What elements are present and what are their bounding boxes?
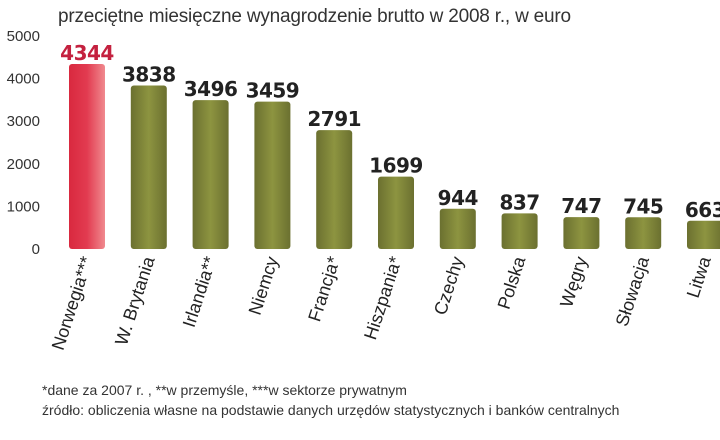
y-tick-label: 4000 (7, 71, 40, 88)
x-category-label: Hiszpania* (360, 254, 406, 342)
footnote-note: *dane za 2007 r. , **w przemyśle, ***w s… (42, 382, 407, 398)
footnote-source: źródło: obliczenia własne na podstawie d… (42, 402, 620, 418)
bar-4 (254, 101, 291, 249)
bar-9 (563, 217, 600, 249)
bar-value-label: 1699 (369, 154, 423, 178)
x-category-label: Niemcy (245, 254, 283, 317)
bar-8 (501, 213, 538, 249)
x-category-label: Norwegia*** (48, 254, 97, 352)
bar-value-label: 2791 (307, 107, 361, 131)
x-category-label: Litwa (683, 253, 715, 300)
bar-11 (687, 220, 720, 249)
x-category-label: Francja* (304, 254, 344, 324)
bar-value-label: 3496 (184, 77, 238, 101)
bar-value-label: 745 (623, 194, 663, 218)
y-tick-label: 1000 (7, 198, 40, 215)
bar-2 (130, 85, 167, 250)
bar-6 (378, 176, 414, 249)
y-tick-label: 3000 (7, 113, 40, 130)
x-category-label: W. Brytania (111, 253, 159, 348)
bar-value-label: 3459 (246, 79, 300, 103)
y-axis: 0 1000 2000 3000 4000 5000 (7, 28, 40, 258)
bar-10 (625, 217, 662, 249)
x-category-label: Węgry (556, 254, 591, 310)
bar-value-label: 3838 (122, 63, 176, 87)
x-category-label: Irlandia** (179, 254, 221, 330)
bar-7 (439, 208, 476, 249)
bar-value-label: 837 (499, 190, 539, 214)
y-tick-label: 2000 (7, 156, 40, 173)
footnotes: *dane za 2007 r. , **w przemyśle, ***w s… (42, 380, 619, 420)
x-category-label: Słowacja (612, 253, 654, 329)
chart-title: przeciętne miesięczne wynagrodzenie brut… (58, 6, 571, 27)
bar-1 (69, 63, 105, 249)
bars: 4344 3838 3496 3459 2791 1699 944 837 747 745 663 (60, 41, 720, 250)
x-axis-labels: Norwegia*** W. Brytania Irlandia** Niemcy Fr… (48, 253, 715, 352)
bar-value-label: 747 (561, 194, 601, 218)
bar-chart: 0 1000 2000 3000 4000 5000 4344 3838 3496 3459 27… (7, 28, 720, 353)
bar-value-label: 663 (685, 198, 720, 222)
bar-3 (192, 100, 229, 249)
x-category-label: Czechy (430, 254, 468, 317)
bar-value-label: 944 (438, 186, 478, 210)
bar-value-label: 4344 (60, 41, 114, 65)
x-category-label: Polska (494, 253, 530, 312)
y-tick-label: 5000 (7, 28, 40, 45)
y-tick-label: 0 (32, 241, 40, 258)
bar-5 (316, 130, 353, 249)
